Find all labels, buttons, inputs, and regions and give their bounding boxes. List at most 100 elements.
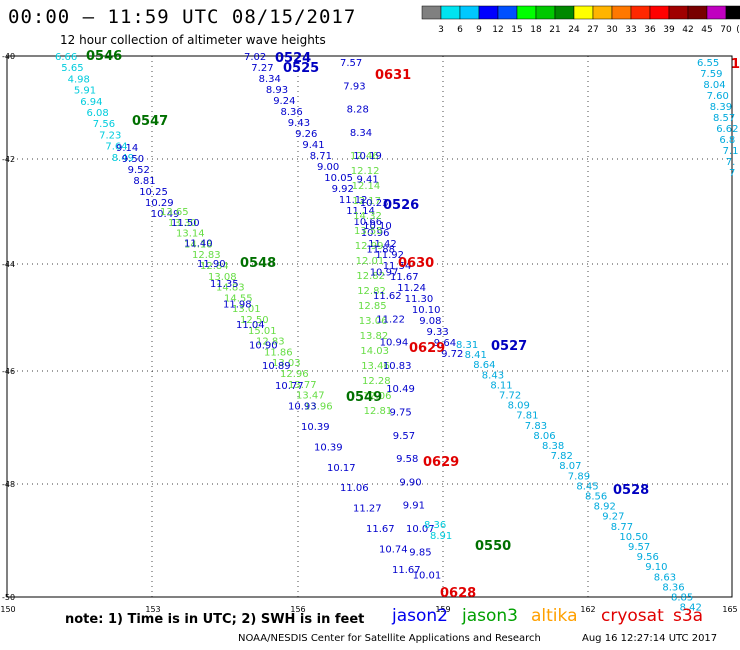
swh-value: 8.85 [671, 593, 693, 604]
swh-value: 10.25 [139, 187, 168, 198]
credit-text: NOAA/NESDIS Center for Satellite Applica… [238, 633, 541, 644]
legend-label: 15 [511, 25, 522, 35]
swh-value: 13.77 [288, 380, 317, 391]
swh-value: 8.92 [594, 502, 616, 513]
swh-value: 14.83 [216, 283, 245, 294]
swh-value: 13.30 [168, 218, 197, 229]
swh-value: 11.62 [373, 291, 402, 302]
swh-value: 7.89 [568, 471, 590, 482]
pass-label: 0630 [398, 256, 434, 271]
swh-value: 6.55 [697, 58, 719, 69]
swh-value: 9.52 [128, 165, 150, 176]
swh-value: 11.12 [339, 195, 368, 206]
swh-value: 4.98 [68, 74, 90, 85]
swh-value: 10.39 [314, 442, 343, 453]
latitude-tick-labels: -40 -42 -44 -46 -48 -50 [2, 52, 15, 602]
swh-value: 7. [726, 157, 736, 168]
swh-value: 9.50 [122, 154, 144, 165]
swh-value: 11.54 [383, 261, 412, 272]
swh-value: 8.42 [680, 603, 702, 614]
swh-value: 8.28 [347, 105, 369, 116]
map-grid [7, 56, 732, 597]
pass-label: 0631 [375, 68, 411, 83]
longitude-tick-labels: 150 153 156 159 162 165 [0, 605, 737, 614]
swh-value: 10.07 [406, 524, 435, 535]
lat-tick-label: -42 [2, 155, 15, 164]
satellite-legend-item: jason3 [462, 606, 518, 626]
swh-value: 7.60 [707, 91, 729, 102]
swh-value: 9.41 [357, 175, 379, 186]
lat-tick-label: -48 [2, 480, 15, 489]
swh-value: 6.62 [716, 124, 738, 135]
swh-value: 8.09 [508, 401, 530, 412]
swh-value: 8.43 [482, 370, 504, 381]
swh-value: 13.55 [354, 226, 383, 237]
map-frame [6, 55, 733, 598]
lon-tick-label: 150 [0, 605, 15, 614]
swh-value: 9.57 [393, 431, 415, 442]
swh-value: 8.36 [424, 520, 446, 531]
swh-track-extra-cyan: 8.368.91 [424, 520, 452, 542]
swh-value: 10.97 [370, 268, 399, 279]
swh-value: 15.01 [248, 326, 277, 337]
lon-tick-label: 162 [580, 605, 595, 614]
swh-value: 11.90 [197, 259, 226, 270]
swh-value: 11.98 [223, 300, 252, 311]
swh-value: 11.06 [340, 483, 369, 494]
swh-track-jason2-mid-blue: 7.027.278.348.939.248.369.439.269.418.71… [244, 52, 463, 360]
swh-value: 11.27 [353, 504, 382, 515]
swh-value: 13.46 [361, 361, 390, 372]
swh-value: 9.41 [302, 140, 324, 151]
swh-value: 10.10 [412, 305, 441, 316]
satellite-legend-item: cryosat [601, 606, 664, 626]
swh-value: 10.23 [360, 198, 389, 209]
legend-swatch [725, 5, 740, 20]
swh-value: 12.85 [358, 301, 387, 312]
lon-tick-label: 165 [722, 605, 737, 614]
swh-value: 8.91 [430, 531, 452, 542]
swh-value: 6.66 [55, 52, 77, 63]
pass-label: 0528 [613, 483, 649, 498]
lon-tick-label: 153 [145, 605, 160, 614]
legend-label: 6 [457, 25, 463, 35]
legend-label: 42 [682, 25, 693, 35]
swh-value: 10.19 [353, 151, 382, 162]
legend-label: 30 [606, 25, 618, 35]
swh-value: 12.83 [192, 250, 221, 261]
swh-value: 10.94 [380, 338, 409, 349]
swh-value: 9.64 [434, 338, 456, 349]
swh-value: 6.94 [80, 97, 102, 108]
legend-label: 9 [476, 25, 482, 35]
legend-label: 36 [644, 25, 656, 35]
swh-value: 12.82 [357, 286, 386, 297]
swh-value: 9.56 [637, 552, 659, 563]
swh-value: 9.08 [419, 316, 441, 327]
swh-value: 8.93 [266, 85, 288, 96]
swh-value: 13.96 [304, 401, 333, 412]
swh-value: 12.81 [364, 406, 393, 417]
swh-value: 7.59 [700, 69, 722, 80]
swh-value: 11.67 [366, 524, 395, 535]
swh-value: 8.34 [350, 128, 372, 139]
swh-value: 9.14 [116, 143, 138, 154]
swh-value: 10.89 [262, 361, 291, 372]
legend-label: 45 [701, 25, 712, 35]
pass-label: 0527 [491, 339, 527, 354]
swh-value: 8.06 [533, 431, 555, 442]
legend-label: 27 [587, 25, 598, 35]
legend-label: 39 [663, 25, 675, 35]
swh-value: 11.04 [236, 320, 265, 331]
swh-value: 12.01 [356, 256, 385, 267]
swh-value: 11.67 [392, 565, 421, 576]
swh-value: 10.50 [619, 532, 648, 543]
swh-value: 9.26 [295, 129, 317, 140]
pass-label: 1 [731, 57, 740, 72]
swh-value: 11.42 [368, 239, 397, 250]
swh-value: 12.50 [240, 315, 269, 326]
swh-value: 12.28 [362, 376, 391, 387]
swh-value: 10.29 [145, 198, 174, 209]
swh-value: 10.66 [354, 217, 383, 228]
